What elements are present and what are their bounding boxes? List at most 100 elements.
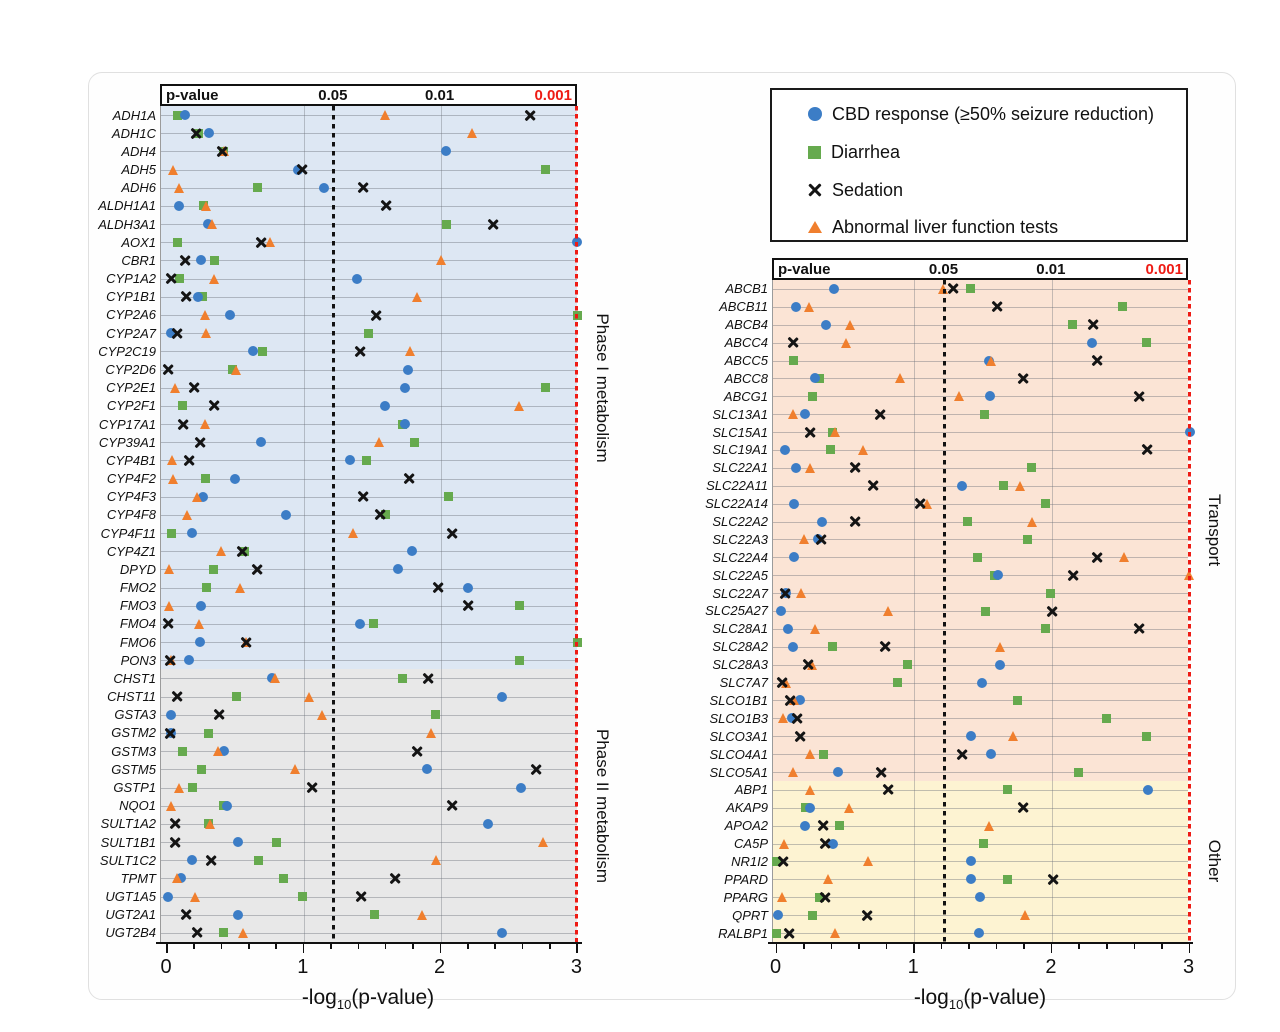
row-gridline — [773, 575, 1188, 577]
data-marker-liver — [347, 528, 358, 539]
row-gridline — [161, 424, 577, 426]
data-marker-sedation — [914, 498, 925, 509]
data-marker-liver — [165, 800, 176, 811]
data-marker-diarrhea — [541, 165, 551, 175]
row-gridline — [161, 169, 577, 171]
row-gridline — [161, 278, 577, 280]
data-marker-sedation — [874, 409, 885, 420]
row-gridline — [773, 664, 1188, 666]
data-marker-diarrhea — [410, 437, 420, 447]
gene-label: PPARD — [724, 871, 768, 887]
gene-label: FMO3 — [119, 598, 156, 614]
data-marker-cbd — [957, 480, 968, 491]
gene-label: CYP2C19 — [98, 343, 156, 359]
data-marker-diarrhea — [902, 660, 912, 670]
data-marker-diarrhea — [252, 183, 262, 193]
data-marker-liver — [303, 691, 314, 702]
data-marker-sedation — [819, 838, 830, 849]
data-marker-liver — [1119, 552, 1130, 563]
x-axis-tick-label: 0 — [769, 956, 782, 978]
data-marker-sedation — [883, 784, 894, 795]
gene-label: SLC22A11 — [706, 478, 768, 494]
data-marker-liver — [209, 273, 220, 284]
gene-label: RALBP1 — [718, 925, 768, 941]
data-marker-diarrhea — [818, 749, 828, 759]
data-marker-cbd — [497, 691, 508, 702]
data-marker-liver — [199, 310, 210, 320]
data-marker-liver — [411, 291, 422, 302]
gene-label: UGT1A5 — [105, 889, 156, 905]
data-marker-cbd — [233, 837, 244, 848]
section-label-transport: Transport — [1205, 494, 1224, 567]
gene-label: GSTM2 — [111, 725, 156, 741]
liver-triangle-icon — [808, 221, 822, 233]
gene-label: CYP1A2 — [106, 271, 156, 287]
data-marker-sedation — [183, 455, 194, 466]
row-gridline — [773, 360, 1188, 362]
data-marker-diarrhea — [1012, 695, 1022, 705]
threshold-line-p0.05 — [332, 106, 336, 942]
data-marker-diarrhea — [209, 564, 218, 574]
data-marker-cbd — [816, 516, 827, 527]
legend-label-cbd: CBD response (≥50% seizure reduction) — [832, 103, 1155, 124]
gene-label: CYP4F3 — [106, 489, 156, 505]
row-gridline — [773, 288, 1188, 290]
cbd-circle-icon — [808, 107, 822, 121]
data-marker-liver — [1020, 910, 1031, 921]
row-gridline — [773, 807, 1188, 809]
data-marker-liver — [182, 509, 193, 520]
gene-label: FMO2 — [119, 580, 156, 596]
row-gridline — [161, 714, 577, 716]
row-gridline — [161, 296, 577, 298]
data-marker-liver — [1014, 480, 1025, 491]
x-axis-tick — [1050, 944, 1053, 953]
data-marker-cbd — [965, 874, 976, 885]
data-marker-liver — [405, 346, 415, 357]
data-marker-sedation — [163, 618, 174, 629]
gene-label: SLC22A3 — [712, 531, 768, 547]
data-marker-cbd — [345, 455, 356, 466]
data-marker-sedation — [531, 764, 542, 775]
data-marker-cbd — [421, 764, 432, 775]
data-marker-sedation — [819, 892, 830, 903]
row-gridline — [161, 696, 577, 698]
data-marker-liver — [201, 328, 212, 339]
gene-label: SULT1B1 — [100, 834, 156, 850]
data-marker-sedation — [181, 909, 192, 920]
row-gridline — [161, 569, 577, 571]
data-marker-cbd — [193, 291, 204, 302]
x-axis-tick — [775, 944, 778, 953]
row-gridline — [161, 369, 577, 371]
x-axis-tick-label: 1 — [297, 956, 309, 978]
data-marker-liver — [995, 641, 1006, 652]
data-marker-sedation — [1046, 606, 1057, 617]
x-axis-minor-tick — [858, 944, 860, 949]
data-marker-cbd — [400, 382, 411, 393]
data-marker-sedation — [205, 855, 216, 866]
data-marker-cbd — [827, 838, 838, 849]
row-gridline — [773, 700, 1188, 702]
data-marker-sedation — [423, 673, 434, 684]
data-marker-diarrhea — [1102, 713, 1112, 723]
pvalue-header: p-value 0.05 0.01 0.001 — [160, 84, 577, 106]
row-gridline — [161, 805, 577, 807]
row-gridline — [161, 351, 577, 353]
legend-item-diarrhea: Diarrhea — [808, 142, 900, 162]
gene-label: NR1I2 — [731, 853, 768, 869]
data-marker-diarrhea — [1040, 499, 1050, 509]
data-marker-sedation — [357, 491, 368, 502]
row-gridline — [773, 324, 1188, 326]
gene-label: QPRT — [732, 907, 768, 923]
data-marker-liver — [206, 219, 217, 230]
data-marker-sedation — [170, 837, 181, 848]
row-gridline — [161, 224, 577, 226]
legend-item-liver: Abnormal liver function tests — [808, 217, 1058, 237]
data-marker-sedation — [412, 746, 423, 757]
gene-label: SLC28A1 — [712, 621, 768, 637]
data-marker-diarrhea — [173, 237, 183, 247]
x-axis-minor-tick — [275, 944, 278, 949]
data-marker-sedation — [216, 146, 227, 157]
data-marker-sedation — [991, 301, 1002, 312]
data-marker-cbd — [179, 110, 190, 121]
gene-label: APOA2 — [724, 818, 768, 834]
